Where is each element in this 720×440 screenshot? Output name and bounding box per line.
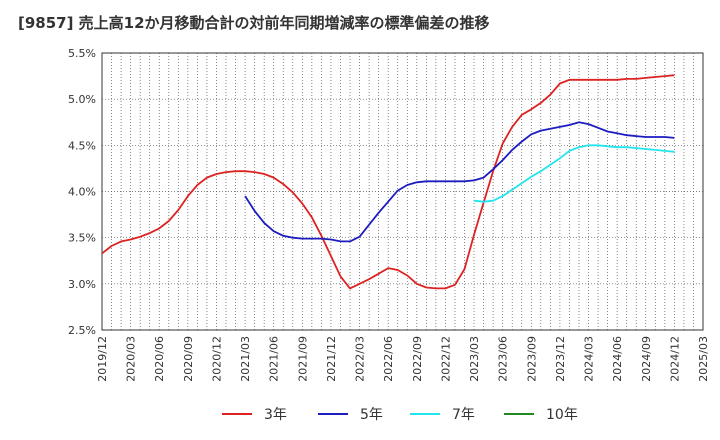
series-line-0: [101, 74, 675, 290]
legend-label-0: 3年: [264, 407, 287, 423]
x-tick-label: 2024/09: [640, 336, 653, 382]
x-tick-label: 2022/03: [354, 336, 367, 382]
x-tick-label: 2021/06: [268, 336, 281, 382]
x-tick-label: 2021/12: [325, 336, 338, 382]
legend-label-2: 7年: [452, 407, 475, 423]
x-tick-label: 2022/12: [439, 336, 452, 382]
x-tick-label: 2023/09: [525, 336, 538, 382]
x-tick-label: 2020/06: [153, 336, 166, 382]
x-tick-label: 2024/12: [668, 336, 681, 382]
legend-label-3: 10年: [546, 407, 578, 423]
y-tick-label: 3.5%: [68, 232, 96, 245]
plot-border: [101, 52, 704, 331]
chart-title: [9857] 売上高12か月移動合計の対前年同期増減率の標準偏差の推移: [18, 14, 490, 32]
y-tick-label: 5.0%: [68, 93, 96, 106]
x-tick-label: 2024/03: [583, 336, 596, 382]
x-tick-label: 2021/03: [239, 336, 252, 382]
x-tick-label: 2022/06: [382, 336, 395, 382]
x-tick-label: 2020/03: [125, 336, 138, 382]
legend-label-1: 5年: [360, 407, 383, 423]
y-tick-label: 4.5%: [68, 139, 96, 152]
y-tick-label: 5.5%: [68, 47, 96, 60]
x-tick-label: 2022/09: [411, 336, 424, 382]
x-tick-label: 2023/12: [554, 336, 567, 382]
x-tick-label: 2025/03: [697, 336, 710, 382]
series-line-2: [473, 144, 675, 203]
x-tick-label: 2023/06: [497, 336, 510, 382]
x-tick-label: 2020/12: [210, 336, 223, 382]
x-tick-label: 2019/12: [96, 336, 109, 382]
x-tick-label: 2024/06: [611, 336, 624, 382]
series-line-1: [244, 121, 675, 243]
y-tick-label: 3.0%: [68, 278, 96, 291]
x-tick-label: 2020/09: [182, 336, 195, 382]
x-tick-label: 2023/03: [468, 336, 481, 382]
y-tick-label: 4.0%: [68, 186, 96, 199]
y-tick-label: 2.5%: [68, 324, 96, 337]
x-tick-label: 2021/09: [296, 336, 309, 382]
